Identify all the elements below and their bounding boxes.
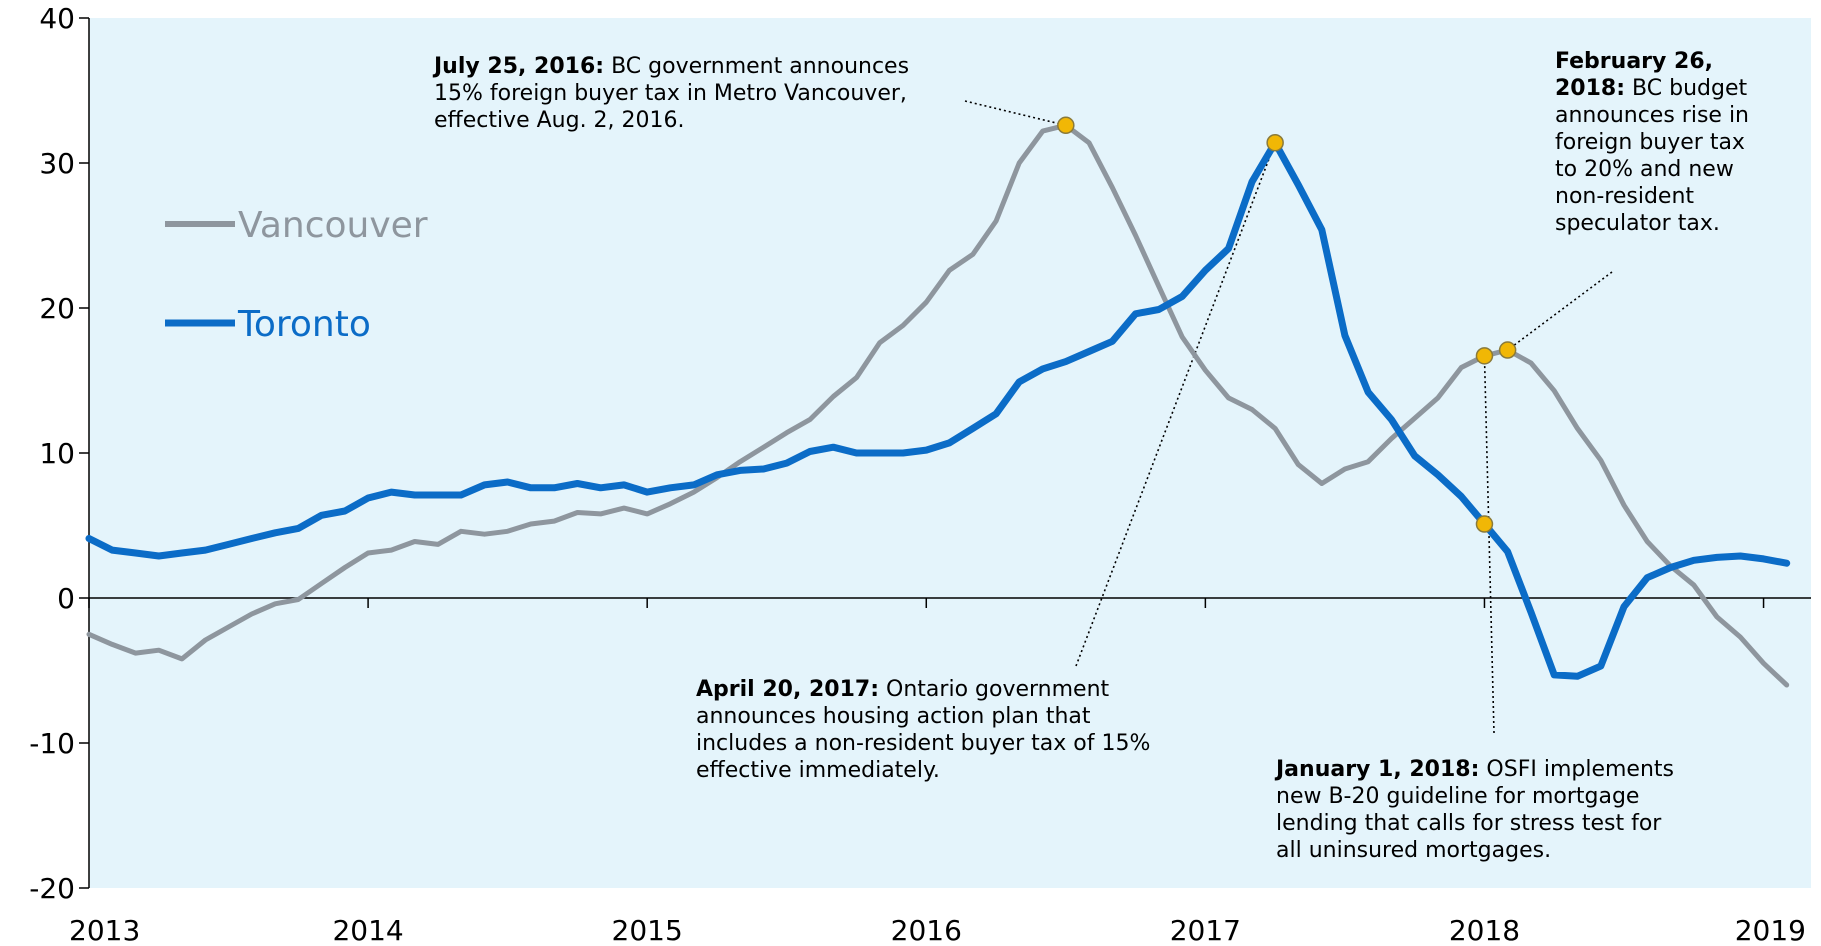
event-marker [1475,347,1494,365]
y-tick-label: 20 [39,292,75,325]
x-tick-label: 2015 [612,914,683,946]
annotation-text: new B-20 guideline for mortgage [1276,784,1640,809]
event-marker [1498,341,1517,359]
annotation-text: non-resident [1555,184,1695,209]
legend: Vancouver Toronto [165,205,428,345]
leader-april-2017 [1075,142,1276,667]
event-marker [1475,515,1494,533]
x-tick-label: 2016 [891,914,962,946]
event-marker [1057,116,1075,135]
annotation-date-part: February 26, [1555,49,1713,74]
annotation-colon: : [870,677,880,702]
legend-label-toronto: Toronto [237,304,371,345]
annotation-text: to 20% and new [1555,157,1734,182]
annotation-text: Ontario government [886,677,1110,702]
plot-background [89,18,1811,888]
annotation-april-2017: April 20, 2017: Ontario government annou… [696,676,1150,784]
annotation-text: announces housing action plan that [696,704,1091,729]
event-marker [1266,133,1284,152]
annotation-july-2016: July 25, 2016: BC government announces 1… [434,53,909,134]
annotation-text: foreign buyer tax [1555,130,1745,155]
annotation-colon: : [595,54,605,79]
annotation-date: July 25, 2016 [434,54,596,79]
y-axis: 40 30 20 10 0 -10 -20 [29,2,90,905]
x-tick-label: 2017 [1170,914,1241,946]
y-tick-label: 40 [39,2,75,35]
series-line-toronto [85,139,1791,680]
annotation-text: 15% foreign buyer tax in Metro Vancouver… [434,81,907,106]
annotation-text: BC budget [1632,76,1748,101]
annotation-text: announces rise in [1555,103,1750,128]
annotation-text: BC government announces [611,54,910,79]
annotation-text: effective immediately. [696,758,940,783]
leader-feb-2018 [1507,271,1613,351]
annotation-colon: : [1470,757,1480,782]
leader-july-2016 [964,100,1067,127]
annotation-text: all uninsured mortgages. [1276,838,1552,863]
annotation-colon: : [1616,76,1626,101]
annotation-date-part: 2018 [1555,76,1617,101]
annotation-text: lending that calls for stress test for [1276,811,1662,836]
x-tick-label: 2018 [1449,914,1520,946]
annotation-jan-2018: January 1, 2018: OSFI implements new B-2… [1276,756,1674,864]
x-axis: 2013 2014 2015 2016 2017 2018 2019 [69,597,1811,946]
annotation-text: effective Aug. 2, 2016. [434,108,685,133]
annotation-text: includes a non-resident buyer tax of 15% [696,731,1151,756]
x-tick-label: 2013 [69,914,140,946]
annotation-date: January 1, 2018 [1276,757,1471,782]
x-tick-label: 2014 [332,914,403,946]
y-tick-label: -20 [29,872,75,905]
y-tick-label: 30 [39,147,75,180]
y-tick-label: 0 [57,582,75,615]
y-tick-label: 10 [39,437,75,470]
y-tick-label: -10 [29,727,75,760]
annotation-feb-2018: February 26, 2018: BC budget announces r… [1555,48,1749,237]
annotation-date: April 20, 2017 [696,677,871,702]
annotation-text: OSFI implements [1486,757,1674,782]
legend-label-vancouver: Vancouver [238,205,428,246]
annotation-leaders [964,100,1613,734]
x-tick-label: 2019 [1735,914,1806,946]
event-markers [1057,116,1517,533]
annotation-text: speculator tax. [1555,211,1720,236]
